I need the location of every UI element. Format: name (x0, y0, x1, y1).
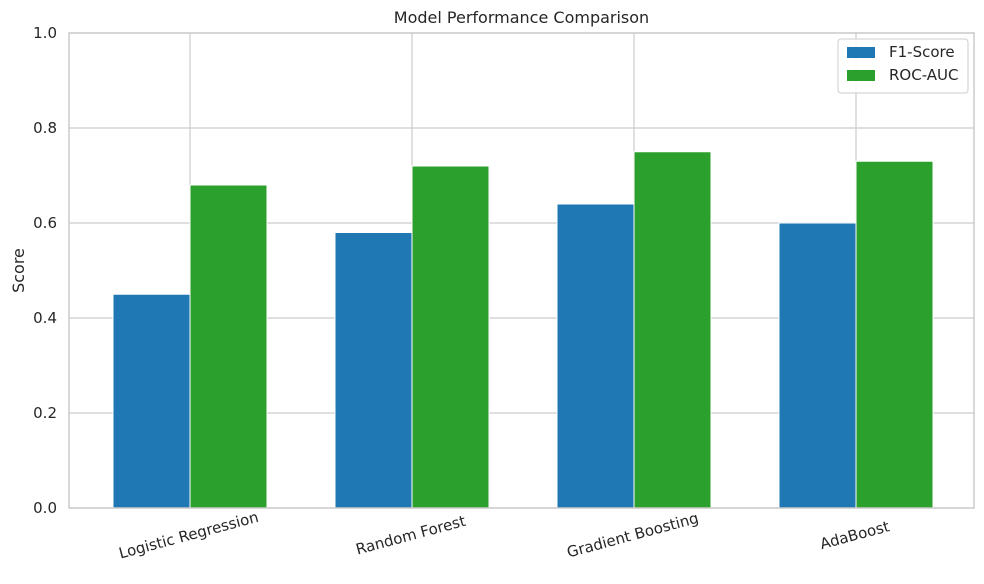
bar-roc-auc-0 (189, 184, 268, 509)
bar-f1-score-1 (334, 232, 413, 509)
bar-f1-score-0 (112, 293, 191, 509)
bar-f1-score-3 (778, 222, 857, 509)
y-tick-label: 0.0 (33, 499, 57, 517)
bar-roc-auc-3 (855, 160, 934, 509)
legend: F1-Score ROC-AUC (837, 38, 969, 94)
y-tick-label: 0.4 (33, 309, 57, 327)
y-tick-label: 0.2 (33, 404, 57, 422)
legend-swatch (847, 47, 875, 58)
bars (112, 151, 934, 509)
y-tick-labels: 0.0 0.2 0.4 0.6 0.8 1.0 (33, 24, 57, 517)
x-tick-labels: Logistic Regression Random Forest Gradient… (117, 508, 892, 563)
y-tick-label: 0.6 (33, 214, 57, 232)
x-tick-label: Logistic Regression (117, 508, 261, 563)
x-tick-label: Random Forest (354, 512, 468, 559)
y-axis-title: Score (9, 248, 28, 293)
x-tick-label: AdaBoost (818, 517, 891, 553)
chart-title: Model Performance Comparison (394, 8, 649, 27)
y-tick-label: 1.0 (33, 24, 57, 42)
x-tick-label: Gradient Boosting (565, 509, 701, 561)
legend-label: ROC-AUC (889, 66, 959, 84)
legend-swatch (847, 70, 875, 81)
y-tick-label: 0.8 (33, 119, 57, 137)
bar-f1-score-2 (556, 203, 635, 509)
plot-frame (68, 32, 975, 509)
legend-label: F1-Score (889, 43, 955, 61)
bar-roc-auc-2 (633, 151, 712, 509)
bar-roc-auc-1 (411, 165, 490, 509)
